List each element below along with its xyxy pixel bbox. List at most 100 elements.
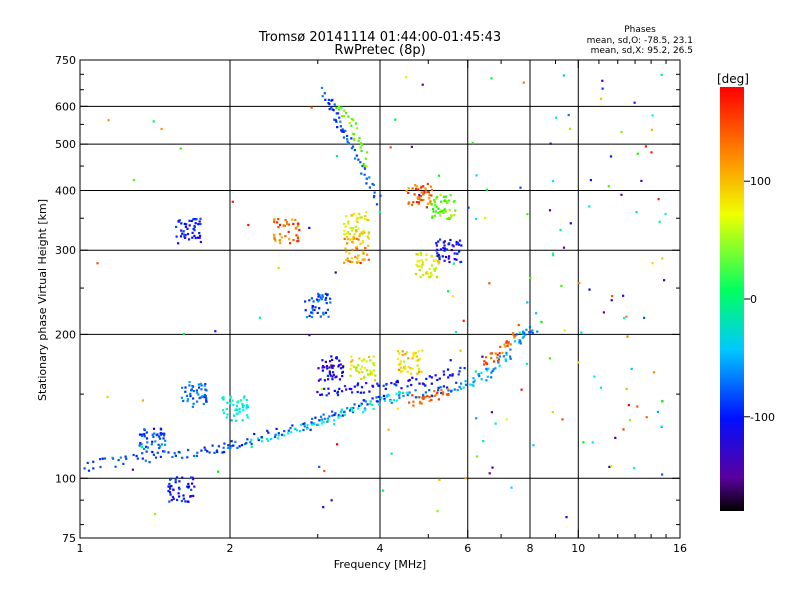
data-point [191,482,194,485]
data-point [431,216,434,219]
data-point [420,266,423,269]
data-point [421,349,424,352]
data-point [324,298,327,301]
data-point [378,403,381,406]
data-point [241,406,245,409]
data-point [377,384,380,387]
data-point [355,237,358,240]
data-point [272,233,276,236]
data-point [336,391,339,395]
data-point [582,441,585,444]
data-point [320,387,323,390]
data-point [323,92,326,95]
data-point [323,366,326,369]
data-point [363,173,366,176]
data-point [326,308,329,311]
data-point [438,377,441,380]
data-point [489,352,492,355]
data-point [437,262,440,265]
data-point [418,402,421,405]
data-point [317,295,320,298]
data-point [358,136,361,139]
data-point [400,387,403,390]
data-point [332,364,335,367]
data-point [357,227,360,230]
data-point [446,202,449,205]
data-point [360,149,363,152]
data-point [340,106,343,109]
data-point [472,381,475,384]
data-point [357,238,360,241]
data-point [236,446,239,449]
data-point [588,288,591,291]
data-point [362,399,365,402]
data-point [460,260,463,263]
data-point [412,351,415,354]
data-point [525,328,528,331]
data-point [367,218,370,221]
data-point [136,457,139,460]
data-point [359,146,362,149]
data-point [464,383,468,386]
data-point [438,261,441,264]
data-point [440,200,443,203]
data-point [492,368,495,371]
data-point [559,228,562,231]
data-point [529,330,532,333]
data-point [363,167,367,170]
y-tick-label: 750 [55,54,76,67]
data-point [664,213,667,216]
data-point [415,263,418,266]
data-point [275,427,278,430]
data-point [367,258,370,261]
data-point [174,478,177,481]
data-point [505,353,508,356]
data-point [399,360,402,363]
data-point [202,402,205,406]
data-point [322,311,325,314]
data-point [181,456,184,459]
data-point [366,253,369,256]
data-point [360,231,363,234]
data-point [413,353,416,357]
data-point [197,223,200,226]
data-point [437,398,440,401]
data-point [185,394,189,397]
data-point [395,399,398,402]
data-point [369,372,372,375]
data-point [344,129,347,132]
data-point [280,433,284,436]
data-point [383,399,386,402]
data-point [365,165,368,168]
data-point [447,376,450,379]
data-point [241,444,244,447]
data-point [415,378,418,381]
data-point [357,260,360,263]
data-point [266,437,269,441]
data-point [364,217,367,221]
data-point [195,389,198,392]
data-point [415,185,418,188]
data-point [411,187,414,190]
data-point [415,253,418,256]
data-point [345,215,348,218]
data-point [361,165,364,168]
data-point [154,440,157,443]
data-point [588,205,591,208]
data-point [337,105,341,108]
data-point [475,455,479,458]
data-point [283,430,286,433]
data-point [191,236,194,239]
data-point [361,144,364,147]
data-point [346,257,349,260]
data-point [448,374,451,377]
data-point [329,374,332,377]
data-point [117,459,120,462]
data-point [188,238,191,241]
data-point [313,422,316,425]
data-point [222,446,225,449]
data-point [464,380,467,383]
data-point [175,235,178,238]
data-point [297,222,300,225]
data-point [661,257,664,260]
